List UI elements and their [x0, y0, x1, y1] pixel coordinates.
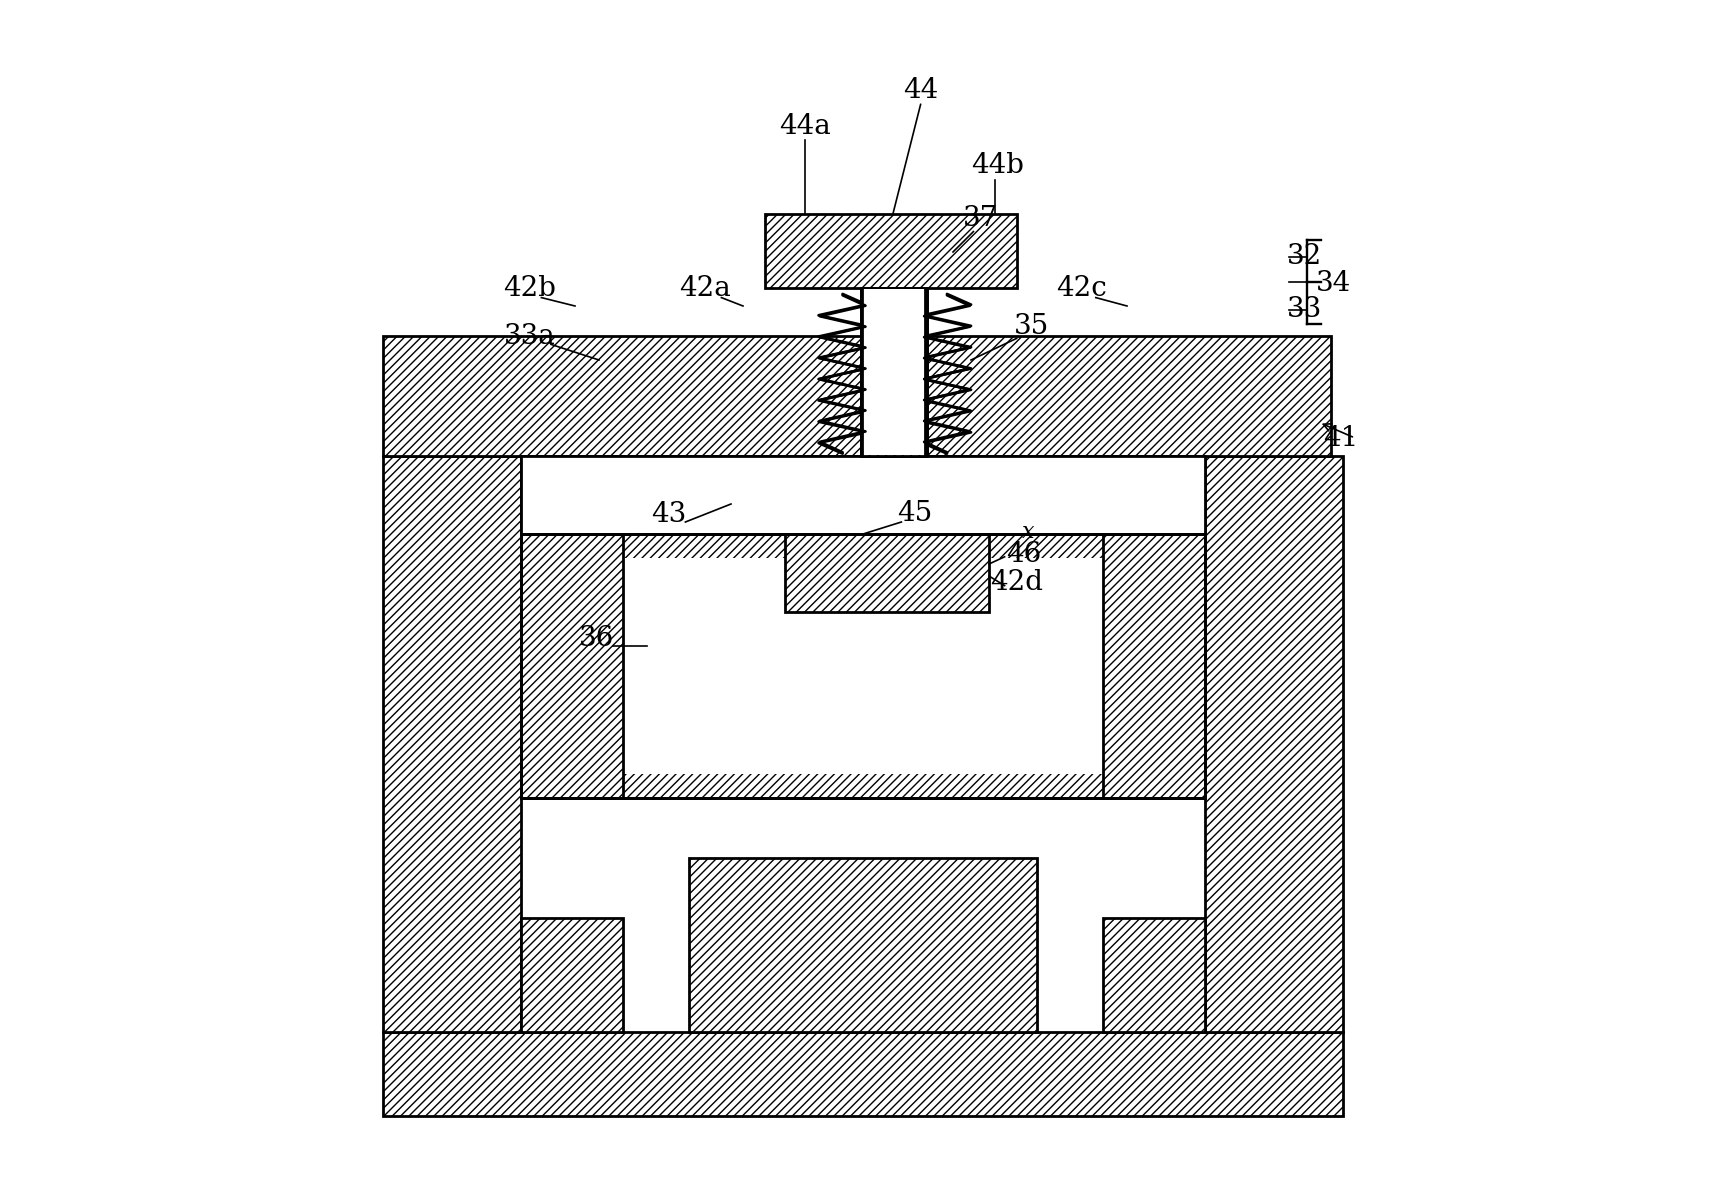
Text: 45: 45 [898, 500, 932, 527]
Bar [383, 336, 1331, 456]
Text: 43: 43 [651, 502, 687, 528]
Text: 33: 33 [1288, 296, 1322, 323]
Text: 44: 44 [903, 77, 939, 103]
Bar [521, 534, 1205, 798]
Text: 42d: 42d [991, 569, 1043, 595]
Bar [383, 456, 521, 1032]
Bar [623, 558, 1103, 774]
Bar [1205, 456, 1343, 1032]
Text: 35: 35 [1013, 313, 1049, 340]
Text: 37: 37 [963, 205, 998, 232]
Bar [1103, 918, 1205, 1032]
Bar [861, 288, 927, 456]
Text: 44b: 44b [972, 152, 1024, 179]
Text: 34: 34 [1315, 270, 1351, 296]
Bar [785, 534, 989, 612]
Text: 42a: 42a [678, 275, 730, 301]
Bar [861, 288, 927, 456]
Bar [521, 534, 1205, 798]
Text: 32: 32 [1288, 244, 1322, 270]
Bar [765, 214, 1017, 288]
Text: x: x [1022, 521, 1036, 542]
Text: 44a: 44a [780, 113, 832, 139]
Bar [521, 534, 623, 798]
Bar [521, 456, 1205, 534]
Bar [861, 336, 927, 456]
Text: 42b: 42b [502, 275, 556, 301]
Bar [1103, 534, 1205, 798]
Text: 42c: 42c [1056, 275, 1106, 301]
Text: 46: 46 [1006, 541, 1041, 568]
Bar [861, 289, 925, 455]
Bar [689, 858, 1037, 1032]
Text: 33a: 33a [504, 323, 556, 349]
Text: 41: 41 [1322, 425, 1358, 451]
Text: 36: 36 [578, 625, 614, 652]
Bar [521, 918, 623, 1032]
Bar [383, 1032, 1343, 1116]
